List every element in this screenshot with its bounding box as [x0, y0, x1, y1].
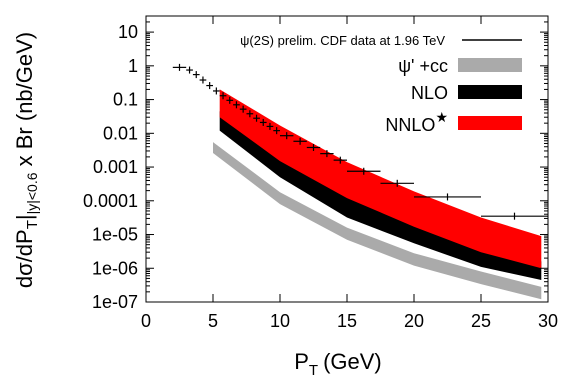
y-axis-title-part-1: dσ/dP — [12, 229, 37, 288]
x-axis-title-unit: (GeV) — [323, 349, 382, 374]
legend: ψ(2S) prelim. CDF data at 1.96 TeV ψ' +c… — [240, 33, 522, 135]
x-tick-label: 0 — [141, 311, 151, 331]
data-point — [414, 193, 481, 201]
legend-label-nnlo-star: ★ — [435, 109, 448, 125]
x-axis-title-main: P — [294, 349, 309, 374]
ticks-layer — [145, 15, 549, 303]
y-tick-label: 1 — [128, 56, 138, 76]
data-point — [233, 101, 240, 109]
data-point — [380, 179, 414, 187]
data-point — [347, 167, 381, 175]
x-axis-title-sub: T — [309, 362, 318, 379]
y-axis-title-part-4: |y|<0.6 — [24, 172, 40, 214]
data-point — [333, 156, 347, 164]
data-point — [306, 143, 321, 151]
data-point — [246, 110, 254, 118]
data-point — [253, 114, 260, 122]
data-points-layer — [172, 63, 548, 220]
data-point — [266, 122, 274, 130]
data-point — [320, 150, 334, 158]
y-tick-label: 0.0001 — [83, 191, 138, 211]
x-axis-title: PT (GeV) — [294, 349, 382, 379]
data-point — [213, 87, 220, 95]
y-axis-title-part-3: | — [12, 214, 37, 220]
x-tick-label: 15 — [337, 311, 357, 331]
data-point — [192, 71, 200, 79]
data-point — [219, 92, 227, 100]
legend-label-data: ψ(2S) prelim. CDF data at 1.96 TeV — [240, 33, 445, 48]
y-axis-title-part-2: T — [24, 220, 41, 229]
data-point — [226, 96, 234, 104]
data-point — [239, 105, 247, 113]
legend-swatch-psi-prime — [458, 58, 522, 72]
y-tick-label: 10 — [118, 22, 138, 42]
y-tick-labels: 10 1 0.1 0.01 0.001 0.0001 1e-05 1e-06 1e-07 — [83, 22, 138, 312]
legend-label-psi-prime: ψ' +cc — [398, 56, 448, 76]
data-point — [259, 118, 267, 126]
bands-layer — [213, 89, 542, 300]
y-tick-label: 0.001 — [93, 157, 138, 177]
x-tick-label: 30 — [538, 311, 558, 331]
x-tick-label: 10 — [270, 311, 290, 331]
x-tick-label: 20 — [404, 311, 424, 331]
legend-swatch-nlo — [458, 85, 522, 99]
band-series-3 — [219, 89, 542, 269]
data-point — [199, 76, 207, 84]
y-tick-label: 0.01 — [103, 123, 138, 143]
legend-label-nnlo: NNLO★ — [385, 109, 448, 135]
data-point — [172, 63, 187, 71]
y-axis-title: dσ/dPT||y|<0.6 x Br (nb/GeV) — [12, 32, 41, 288]
legend-swatch-nnlo — [458, 116, 522, 130]
data-point — [273, 127, 280, 135]
x-tick-label: 25 — [471, 311, 491, 331]
y-tick-label: 1e-05 — [92, 225, 138, 245]
data-point — [206, 82, 213, 90]
y-axis-title-part-5: x Br (nb/GeV) — [12, 32, 37, 173]
y-tick-label: 1e-07 — [92, 292, 138, 312]
y-tick-label: 1e-06 — [92, 258, 138, 278]
band-series-1 — [213, 142, 542, 300]
data-point — [293, 137, 307, 145]
y-tick-label: 0.1 — [113, 90, 138, 110]
legend-label-nlo: NLO — [411, 83, 448, 103]
data-point — [280, 132, 294, 140]
data-point — [481, 212, 548, 220]
x-tick-label: 5 — [208, 311, 218, 331]
legend-label-nnlo-main: NNLO — [385, 115, 435, 135]
band-series-2 — [219, 111, 542, 280]
x-tick-labels: 0 5 10 15 20 25 30 — [141, 311, 558, 331]
data-point — [186, 66, 193, 74]
